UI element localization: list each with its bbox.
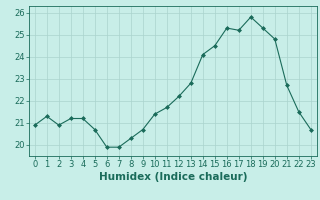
X-axis label: Humidex (Indice chaleur): Humidex (Indice chaleur) (99, 172, 247, 182)
